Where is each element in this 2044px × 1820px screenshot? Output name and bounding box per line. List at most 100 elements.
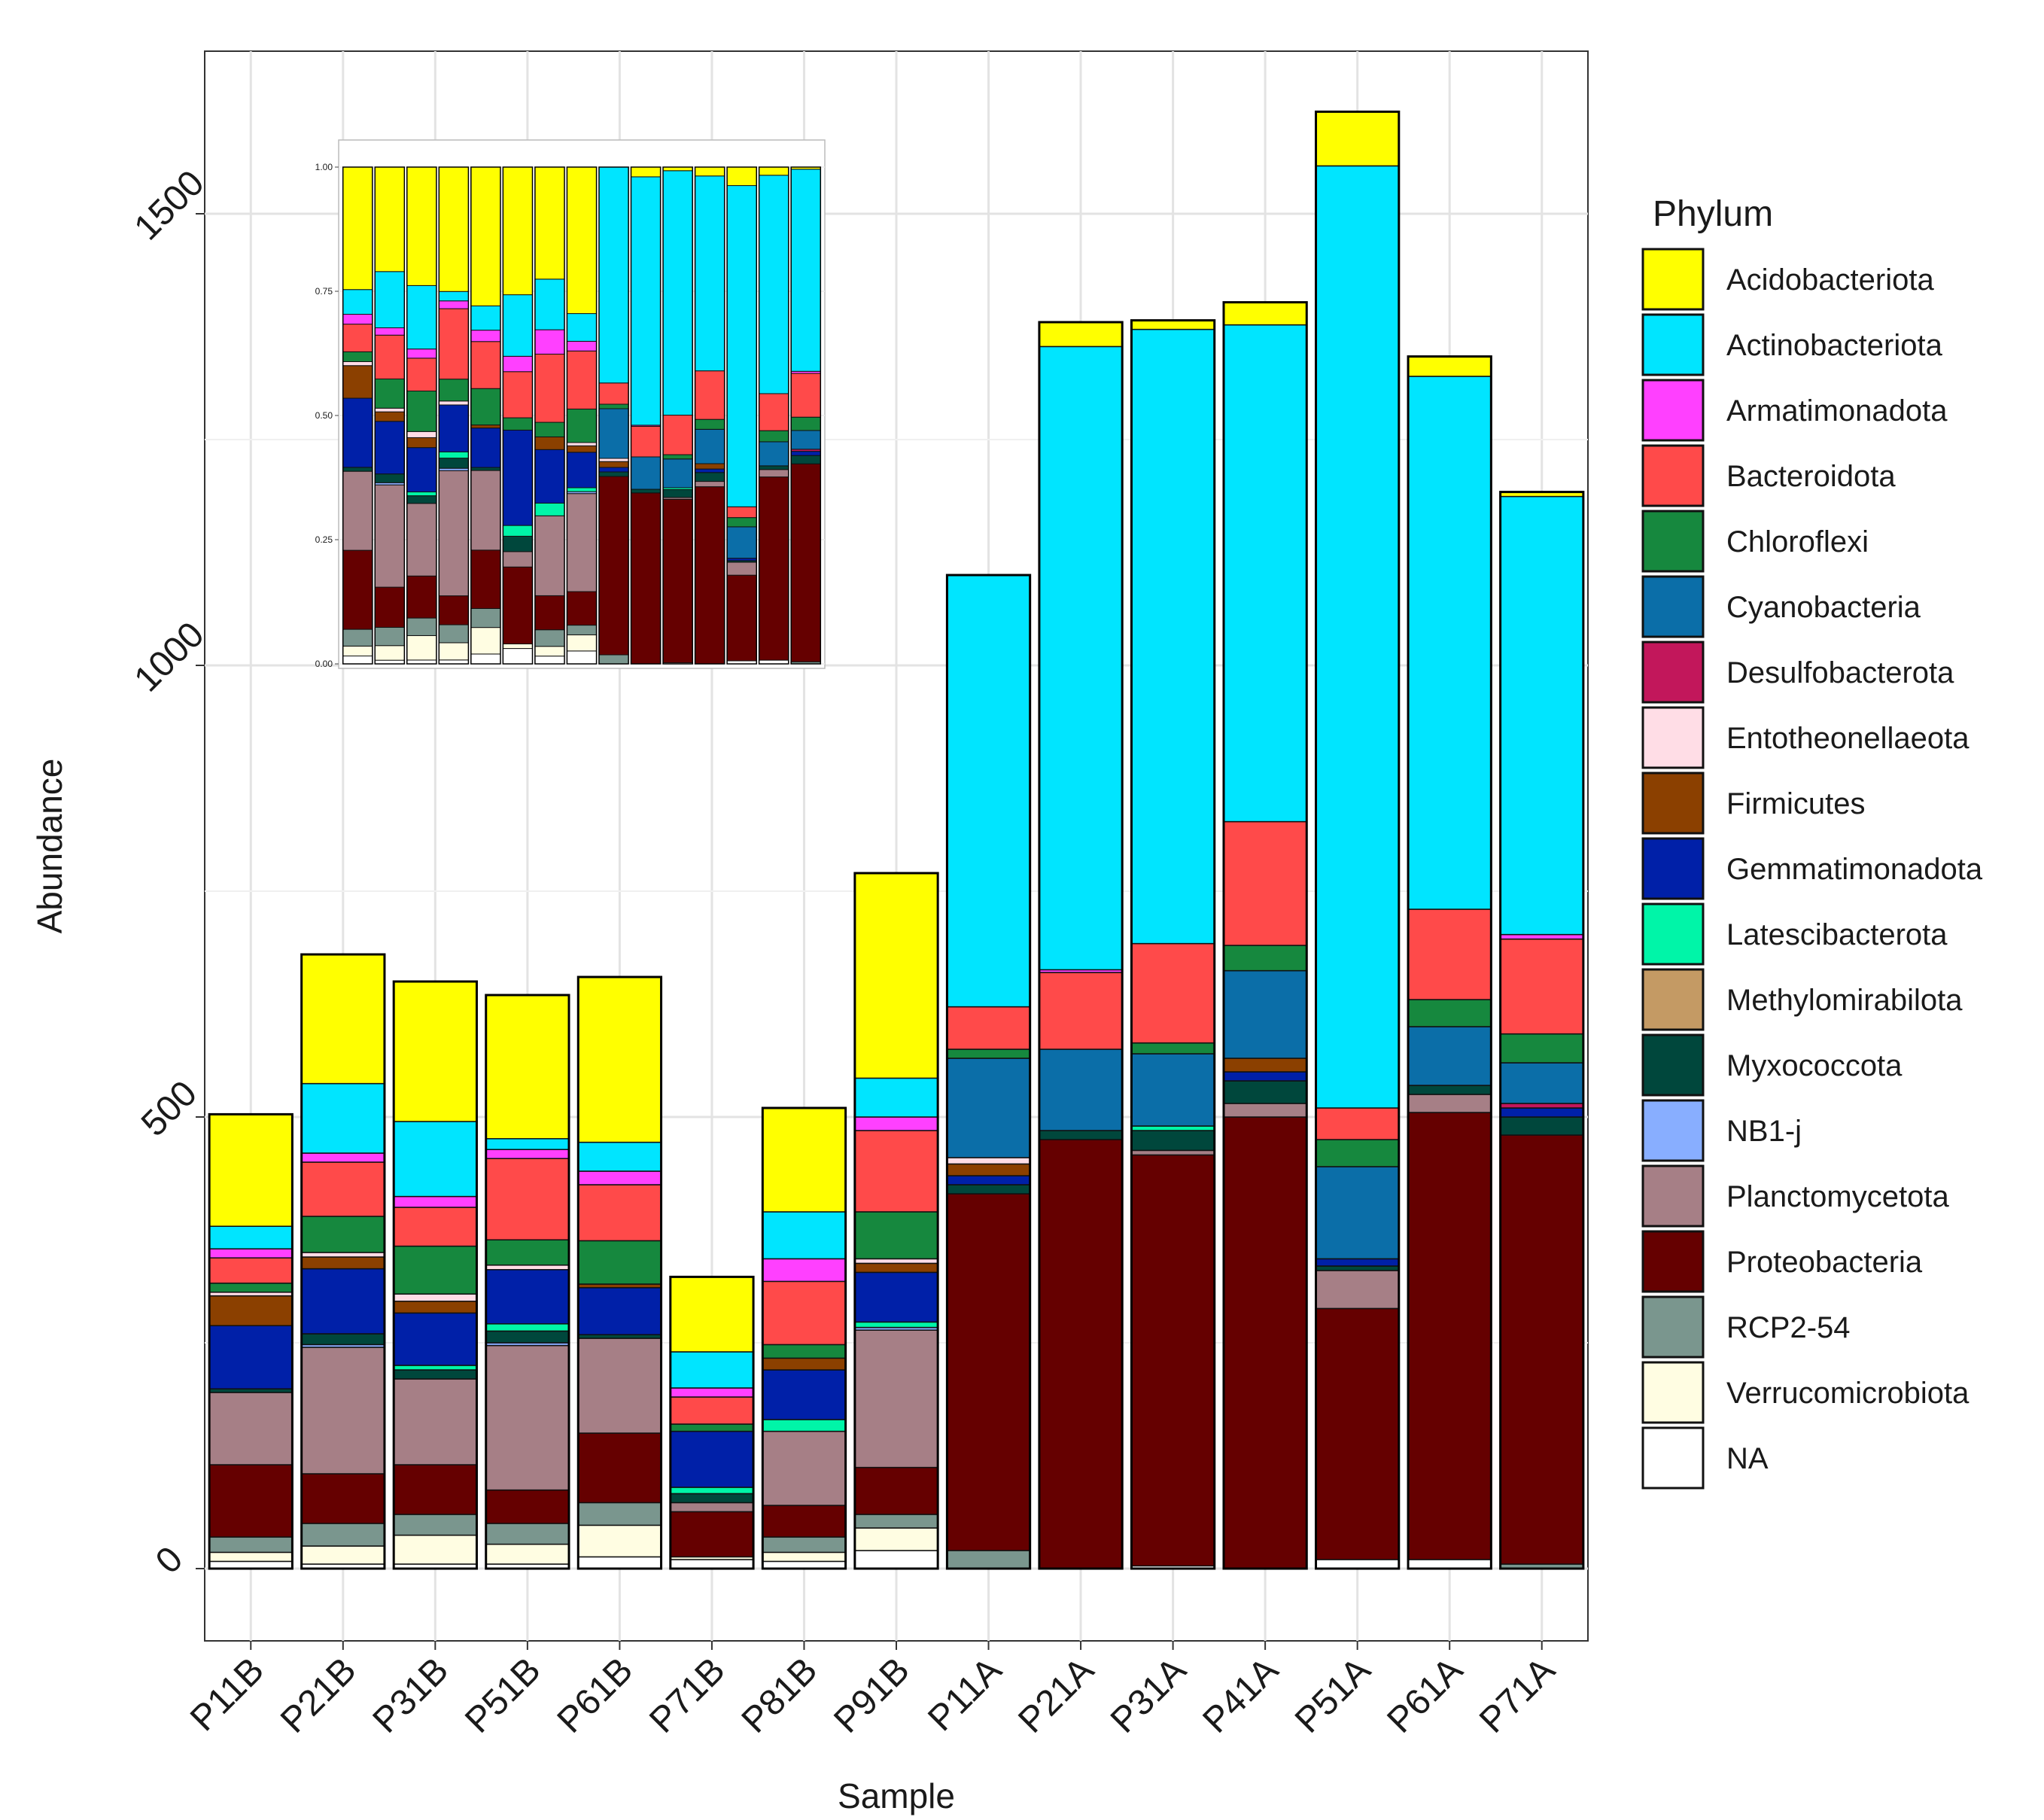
bar-segment-myxococcota bbox=[1315, 1265, 1400, 1271]
bar-segment-proteobacteria bbox=[670, 1511, 754, 1558]
inset-bar-segment bbox=[566, 313, 598, 342]
bar-segment-chloroflexi bbox=[670, 1423, 754, 1432]
bar-segment-proteobacteria bbox=[485, 1489, 570, 1524]
inset-bar-P81B bbox=[534, 166, 565, 665]
inset-bar-segment bbox=[566, 493, 598, 592]
inset-bar-segment bbox=[726, 526, 757, 559]
bar-segment-acidobacteriota bbox=[762, 1107, 847, 1213]
legend-swatch bbox=[1641, 1295, 1705, 1359]
bar-segment-bacteroidota bbox=[208, 1257, 294, 1284]
bar-segment-entotheonellaeota bbox=[854, 1258, 938, 1265]
bar-segment-cyanobacteria bbox=[946, 1058, 1031, 1158]
inset-bar-segment bbox=[438, 451, 469, 459]
inset-bar-segment bbox=[790, 463, 821, 662]
inset-bar-outline bbox=[694, 166, 725, 665]
inset-bar-segment bbox=[790, 169, 821, 372]
inset-bar-segment bbox=[598, 467, 629, 473]
x-tick-label: P71A bbox=[1472, 1650, 1563, 1741]
inset-bar-segment bbox=[342, 467, 373, 472]
legend-swatch bbox=[1641, 379, 1705, 442]
bar-P71A bbox=[1499, 491, 1585, 1570]
legend-title: Phylum bbox=[1653, 194, 1773, 234]
bar-segment-rcp2-54 bbox=[300, 1523, 385, 1547]
legend-swatch bbox=[1641, 1164, 1705, 1228]
bar-segment-acidobacteriota bbox=[1039, 321, 1123, 348]
inset-bar-segment bbox=[470, 428, 501, 468]
inset-bar-segment bbox=[342, 314, 373, 325]
bar-segment-cyanobacteria bbox=[1499, 1062, 1584, 1104]
legend-swatch bbox=[1641, 248, 1705, 311]
inset-bar-segment bbox=[438, 595, 469, 625]
bar-segment-gemmatimonadota bbox=[854, 1271, 938, 1323]
inset-bar-outline bbox=[502, 166, 534, 665]
inset-bar-segment bbox=[406, 437, 437, 449]
bar-segment-planctomycetota bbox=[670, 1502, 754, 1513]
inset-bar-segment bbox=[438, 470, 469, 597]
bar-segment-latescibacterota bbox=[670, 1487, 754, 1495]
inset-bar-segment bbox=[631, 456, 662, 490]
inset-bar-segment bbox=[631, 176, 662, 426]
bar-segment-chloroflexi bbox=[577, 1240, 662, 1285]
inset-bar-segment bbox=[502, 535, 533, 552]
x-axis: P11B P21B P31B P51B P61B P71B P81B P91B P11A P21A… bbox=[183, 1641, 1563, 1741]
inset-bar-segment bbox=[726, 166, 757, 187]
bar-segment-latescibacterota bbox=[762, 1419, 847, 1432]
bar-segment-chloroflexi bbox=[1223, 945, 1308, 972]
inset-bar-segment bbox=[534, 595, 565, 631]
legend-swatch bbox=[1641, 641, 1705, 704]
legend-swatch bbox=[1641, 902, 1705, 966]
legend-item-desulfobacterota: Desulfobacterota bbox=[1641, 641, 1954, 704]
bar-P21A bbox=[1038, 321, 1124, 1570]
inset-bar-segment bbox=[470, 341, 501, 389]
legend-label: NA bbox=[1726, 1442, 1769, 1475]
inset-bar-segment bbox=[534, 166, 565, 280]
inset-bar-segment bbox=[566, 340, 598, 352]
inset-bar-segment bbox=[342, 351, 373, 362]
bar-segment-rcp2-54 bbox=[577, 1502, 662, 1526]
inset-bar-segment bbox=[534, 329, 565, 355]
inset-bar-segment bbox=[470, 627, 501, 655]
bar-segment-entotheonellaeota bbox=[485, 1265, 570, 1271]
inset-bar-segment bbox=[631, 492, 662, 665]
inset-chart: 0.00 0.25 0.50 0.75 1.00 bbox=[315, 139, 826, 669]
inset-bar-P21A bbox=[630, 166, 662, 665]
bar-segment-firmicutes bbox=[393, 1301, 478, 1314]
inset-bar-segment bbox=[470, 425, 501, 429]
inset-bar-segment bbox=[534, 353, 565, 423]
inset-bar-segment bbox=[631, 425, 662, 458]
inset-bar-segment bbox=[662, 458, 693, 488]
bar-segment-armatimonadota bbox=[577, 1170, 662, 1185]
inset-bar-segment bbox=[406, 575, 437, 619]
inset-y-tick-label: 0.50 bbox=[315, 410, 333, 421]
bar-outline bbox=[1407, 355, 1492, 1570]
bar-segment-cyanobacteria bbox=[1130, 1053, 1215, 1127]
bar-segment-actinobacteriota bbox=[1039, 345, 1123, 971]
inset-bar-outline bbox=[534, 166, 565, 665]
bar-segment-firmicutes bbox=[946, 1163, 1031, 1176]
legend-label: Chloroflexi bbox=[1726, 525, 1869, 558]
bar-segment-bacteroidota bbox=[1407, 908, 1492, 1000]
inset-bar-segment bbox=[759, 166, 789, 176]
bar-segment-chloroflexi bbox=[1130, 1042, 1215, 1055]
inset-bar-segment bbox=[566, 634, 598, 652]
bar-segment-na bbox=[854, 1550, 938, 1569]
y-axis-label: Abundance bbox=[30, 759, 69, 934]
bar-outline bbox=[1130, 319, 1216, 1570]
inset-bar-P21B bbox=[374, 166, 406, 665]
bar-segment-actinobacteriota bbox=[577, 1141, 662, 1172]
legend-item-rcp2-54: RCP2-54 bbox=[1641, 1295, 1851, 1359]
legend-label: Armatimonadota bbox=[1726, 394, 1948, 428]
bar-P51B bbox=[485, 994, 570, 1570]
bar-segment-verrucomicrobiota bbox=[577, 1524, 662, 1558]
inset-bar-segment bbox=[342, 656, 373, 665]
x-axis-label: Sample bbox=[838, 1776, 955, 1815]
inset-bar-segment bbox=[566, 442, 598, 446]
inset-bar-segment bbox=[470, 470, 501, 551]
bar-segment-acidobacteriota bbox=[1130, 319, 1215, 330]
inset-bar-segment bbox=[406, 495, 437, 504]
inset-bar-segment bbox=[438, 624, 469, 644]
bar-P11A bbox=[945, 574, 1032, 1570]
bar-segment-acidobacteriota bbox=[208, 1113, 294, 1227]
bar-segment-planctomycetota bbox=[854, 1329, 938, 1468]
legend-label: Firmicutes bbox=[1726, 787, 1865, 820]
